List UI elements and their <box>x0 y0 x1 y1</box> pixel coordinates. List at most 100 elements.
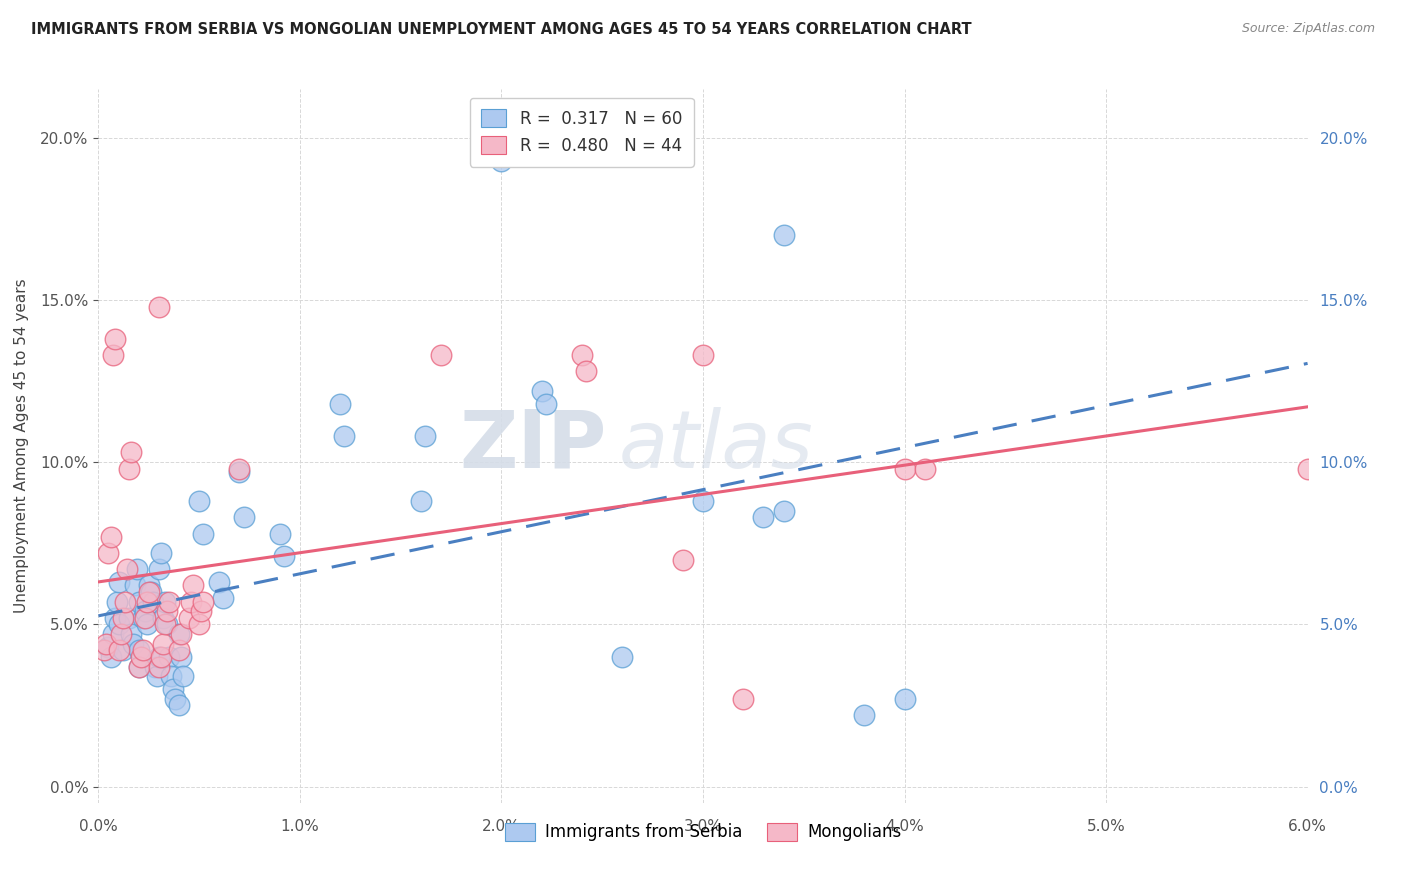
Point <box>228 461 250 475</box>
Point <box>107 643 129 657</box>
Point <box>409 494 432 508</box>
Point <box>534 397 557 411</box>
Point <box>149 546 172 560</box>
Point <box>167 627 190 641</box>
Point <box>103 332 125 346</box>
Point <box>752 510 775 524</box>
Point <box>101 627 124 641</box>
Point <box>180 595 202 609</box>
Point <box>100 649 122 664</box>
Point <box>269 526 291 541</box>
Point <box>853 708 876 723</box>
Point <box>148 300 170 314</box>
Point <box>135 595 157 609</box>
Point <box>179 611 201 625</box>
Point <box>149 649 172 664</box>
Point <box>193 595 215 609</box>
Point <box>612 649 634 664</box>
Point <box>772 228 794 243</box>
Point <box>105 595 128 609</box>
Point <box>101 348 124 362</box>
Point <box>135 617 157 632</box>
Point <box>188 494 211 508</box>
Point <box>170 649 193 664</box>
Point <box>148 649 170 664</box>
Point <box>1296 461 1319 475</box>
Point <box>142 595 165 609</box>
Point <box>273 549 295 564</box>
Point <box>212 591 235 606</box>
Point <box>167 698 190 713</box>
Point <box>134 604 156 618</box>
Point <box>162 682 184 697</box>
Point <box>893 692 915 706</box>
Point <box>120 445 142 459</box>
Point <box>96 637 118 651</box>
Text: ZIP: ZIP <box>458 407 606 485</box>
Point <box>430 348 453 362</box>
Point <box>172 669 194 683</box>
Point <box>163 692 186 706</box>
Point <box>125 562 148 576</box>
Point <box>132 611 155 625</box>
Point <box>139 585 162 599</box>
Point <box>132 643 155 657</box>
Point <box>692 348 714 362</box>
Point <box>170 627 193 641</box>
Text: Source: ZipAtlas.com: Source: ZipAtlas.com <box>1241 22 1375 36</box>
Point <box>772 504 794 518</box>
Point <box>160 669 183 683</box>
Y-axis label: Unemployment Among Ages 45 to 54 years: Unemployment Among Ages 45 to 54 years <box>14 278 30 614</box>
Point <box>118 611 141 625</box>
Point <box>152 611 174 625</box>
Point <box>124 578 146 592</box>
Point <box>114 595 136 609</box>
Point <box>148 659 170 673</box>
Point <box>111 643 134 657</box>
Point <box>107 575 129 590</box>
Point <box>110 627 132 641</box>
Point <box>413 429 436 443</box>
Point <box>232 510 254 524</box>
Point <box>193 526 215 541</box>
Point <box>329 397 352 411</box>
Point <box>692 494 714 508</box>
Point <box>208 575 231 590</box>
Point <box>190 604 212 618</box>
Point <box>491 153 513 168</box>
Point <box>167 643 190 657</box>
Point <box>143 659 166 673</box>
Point <box>181 578 204 592</box>
Point <box>128 595 150 609</box>
Point <box>97 640 120 654</box>
Point <box>148 562 170 576</box>
Point <box>156 617 179 632</box>
Point <box>914 461 936 475</box>
Text: IMMIGRANTS FROM SERBIA VS MONGOLIAN UNEMPLOYMENT AMONG AGES 45 TO 54 YEARS CORRE: IMMIGRANTS FROM SERBIA VS MONGOLIAN UNEM… <box>31 22 972 37</box>
Point <box>128 659 150 673</box>
Point <box>333 429 356 443</box>
Point <box>103 611 125 625</box>
Point <box>733 692 755 706</box>
Point <box>571 348 593 362</box>
Point <box>228 465 250 479</box>
Point <box>111 611 134 625</box>
Point <box>128 643 150 657</box>
Point <box>97 546 120 560</box>
Legend: Immigrants from Serbia, Mongolians: Immigrants from Serbia, Mongolians <box>498 816 908 848</box>
Point <box>672 552 695 566</box>
Point <box>100 530 122 544</box>
Point <box>530 384 553 398</box>
Point <box>188 617 211 632</box>
Point <box>156 604 179 618</box>
Point <box>129 649 152 664</box>
Point <box>134 611 156 625</box>
Point <box>115 562 138 576</box>
Point <box>575 364 598 378</box>
Point <box>146 669 169 683</box>
Text: atlas: atlas <box>619 407 813 485</box>
Point <box>152 637 174 651</box>
Point <box>120 627 142 641</box>
Point <box>153 617 176 632</box>
Point <box>138 578 160 592</box>
